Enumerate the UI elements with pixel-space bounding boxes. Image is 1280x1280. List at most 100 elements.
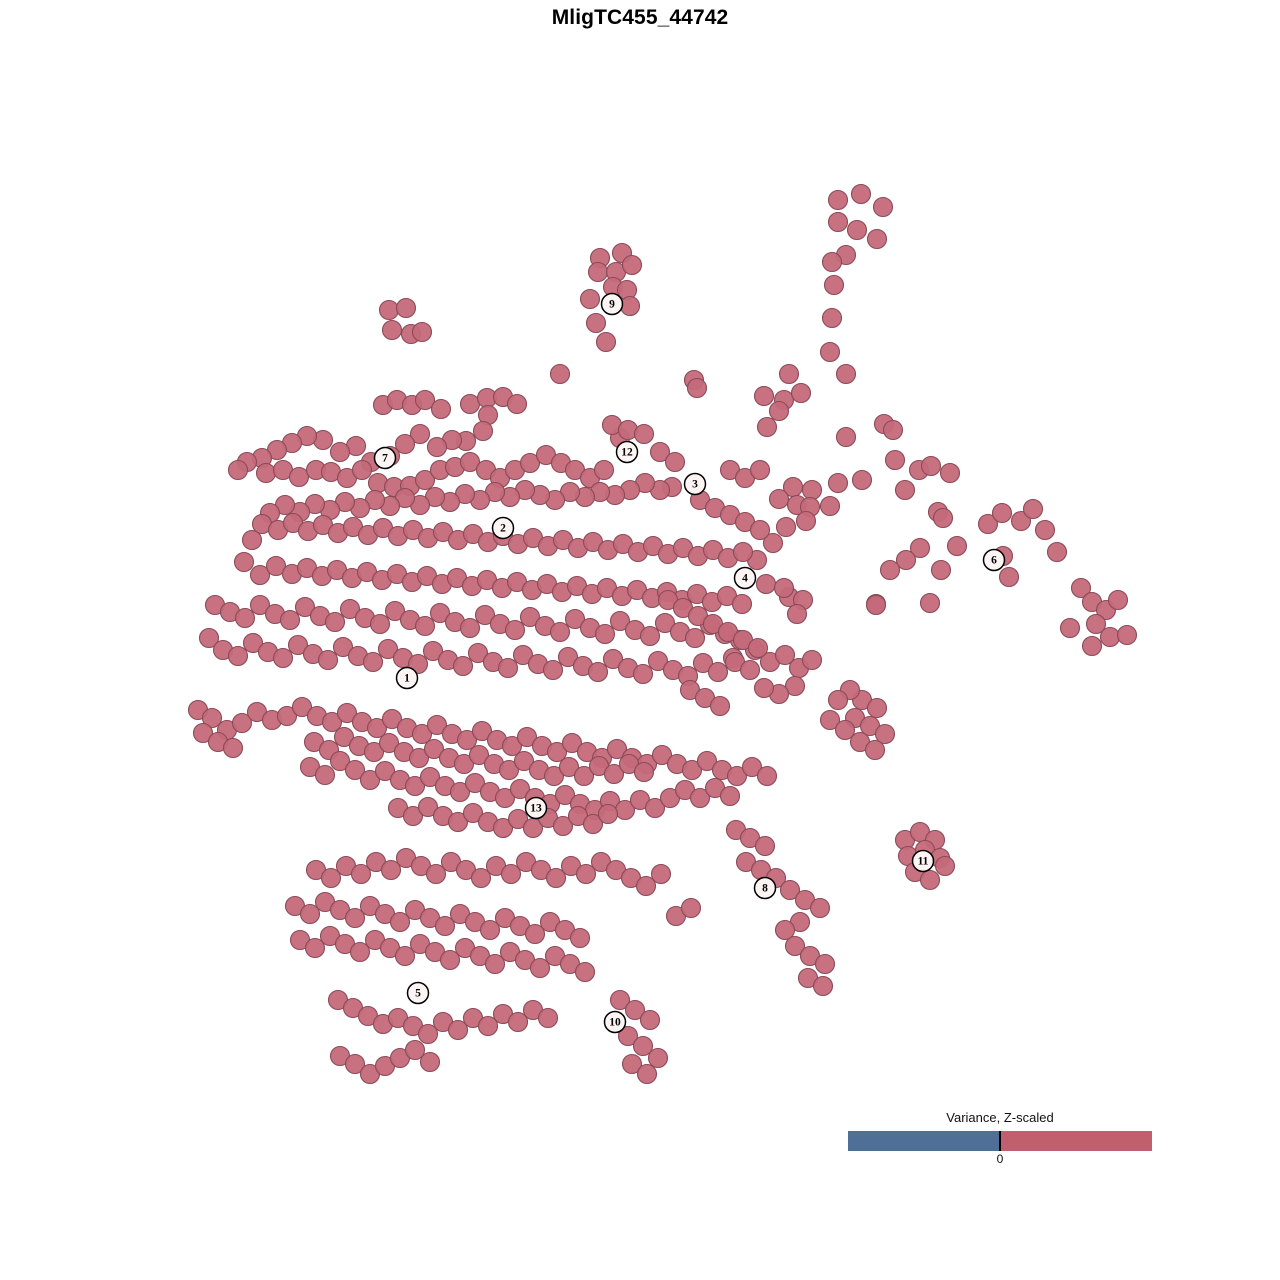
- data-point: [564, 608, 586, 630]
- data-point: [317, 649, 339, 671]
- data-point: [394, 433, 416, 455]
- data-point: [819, 341, 841, 363]
- data-point: [934, 855, 956, 877]
- data-point: [381, 708, 403, 730]
- data-point: [827, 472, 849, 494]
- labeled-node-text: 6: [991, 555, 997, 567]
- data-point: [654, 612, 676, 634]
- data-point: [664, 451, 686, 473]
- data-point: [774, 919, 796, 941]
- legend-colorbar-low: [848, 1131, 1000, 1151]
- labeled-node[interactable]: 13: [524, 796, 548, 820]
- data-point: [1081, 635, 1103, 657]
- data-point: [279, 609, 301, 631]
- data-point: [294, 596, 316, 618]
- data-point: [272, 647, 294, 669]
- data-point: [732, 541, 754, 563]
- data-point: [1046, 541, 1068, 563]
- data-point: [314, 764, 336, 786]
- data-point: [351, 459, 373, 481]
- data-point: [884, 449, 906, 471]
- data-point: [430, 398, 452, 420]
- data-point: [749, 459, 771, 481]
- data-point: [823, 274, 845, 296]
- data-point: [747, 637, 769, 659]
- data-point: [404, 1039, 426, 1061]
- data-point: [329, 750, 351, 772]
- data-point: [649, 441, 671, 463]
- labeled-node-circle: [406, 981, 430, 1005]
- data-point: [411, 321, 433, 343]
- data-point: [835, 363, 857, 385]
- labeled-node[interactable]: 8: [753, 876, 777, 900]
- data-point: [464, 772, 486, 794]
- data-point: [821, 307, 843, 329]
- labeled-node[interactable]: 1: [395, 666, 419, 690]
- labeled-node[interactable]: 12: [615, 440, 639, 464]
- data-point: [402, 805, 424, 827]
- data-point: [417, 796, 439, 818]
- data-point: [753, 677, 775, 699]
- data-point: [851, 469, 873, 491]
- data-point: [573, 765, 595, 787]
- data-point: [411, 723, 433, 745]
- data-point: [477, 1015, 499, 1037]
- labeled-node[interactable]: 10: [603, 1010, 627, 1034]
- data-point: [603, 763, 625, 785]
- labeled-node-text: 2: [500, 523, 506, 535]
- labeled-node[interactable]: 4: [733, 566, 757, 590]
- data-point: [265, 555, 287, 577]
- labeled-node[interactable]: 11: [911, 849, 935, 873]
- data-point: [506, 393, 528, 415]
- data-point: [324, 611, 346, 633]
- data-point: [332, 636, 354, 658]
- data-point: [474, 604, 496, 626]
- data-point: [554, 784, 576, 806]
- data-point: [558, 756, 580, 778]
- labeled-node-circle: [733, 566, 757, 590]
- data-point: [242, 632, 264, 654]
- data-point: [786, 603, 808, 625]
- labeled-node-text: 11: [918, 856, 929, 868]
- data-point: [1107, 589, 1129, 611]
- labeled-node-circle: [373, 446, 397, 470]
- labeled-node[interactable]: 3: [683, 472, 707, 496]
- labeled-node[interactable]: 7: [373, 446, 397, 470]
- data-point: [686, 377, 708, 399]
- data-point: [472, 420, 494, 442]
- data-point: [519, 452, 541, 474]
- data-point: [865, 594, 887, 616]
- data-point: [479, 919, 501, 941]
- data-point: [946, 535, 968, 557]
- labeled-node[interactable]: 6: [982, 548, 1006, 572]
- data-point: [425, 863, 447, 885]
- data-point: [977, 513, 999, 535]
- labeled-node-circle: [982, 548, 1006, 572]
- labeled-node[interactable]: 2: [491, 516, 515, 540]
- data-point: [749, 519, 771, 541]
- data-point: [692, 652, 714, 674]
- data-point: [597, 803, 619, 825]
- legend-colorbar-high: [1000, 1131, 1152, 1151]
- labeled-node[interactable]: 5: [406, 981, 430, 1005]
- data-point: [249, 594, 271, 616]
- data-point: [394, 945, 416, 967]
- data-point: [866, 697, 888, 719]
- data-point: [621, 254, 643, 276]
- data-point: [524, 923, 546, 945]
- data-point: [529, 957, 551, 979]
- labeled-node-text: 3: [692, 479, 698, 491]
- data-point: [639, 1009, 661, 1031]
- labeled-node-text: 5: [415, 988, 421, 1000]
- data-point: [321, 711, 343, 733]
- data-point: [389, 911, 411, 933]
- data-point: [569, 927, 591, 949]
- data-point: [468, 744, 490, 766]
- data-point: [336, 702, 358, 724]
- data-point: [835, 426, 857, 448]
- data-point: [339, 598, 361, 620]
- data-point: [201, 707, 223, 729]
- labeled-node[interactable]: 9: [600, 292, 624, 316]
- data-point: [231, 712, 253, 734]
